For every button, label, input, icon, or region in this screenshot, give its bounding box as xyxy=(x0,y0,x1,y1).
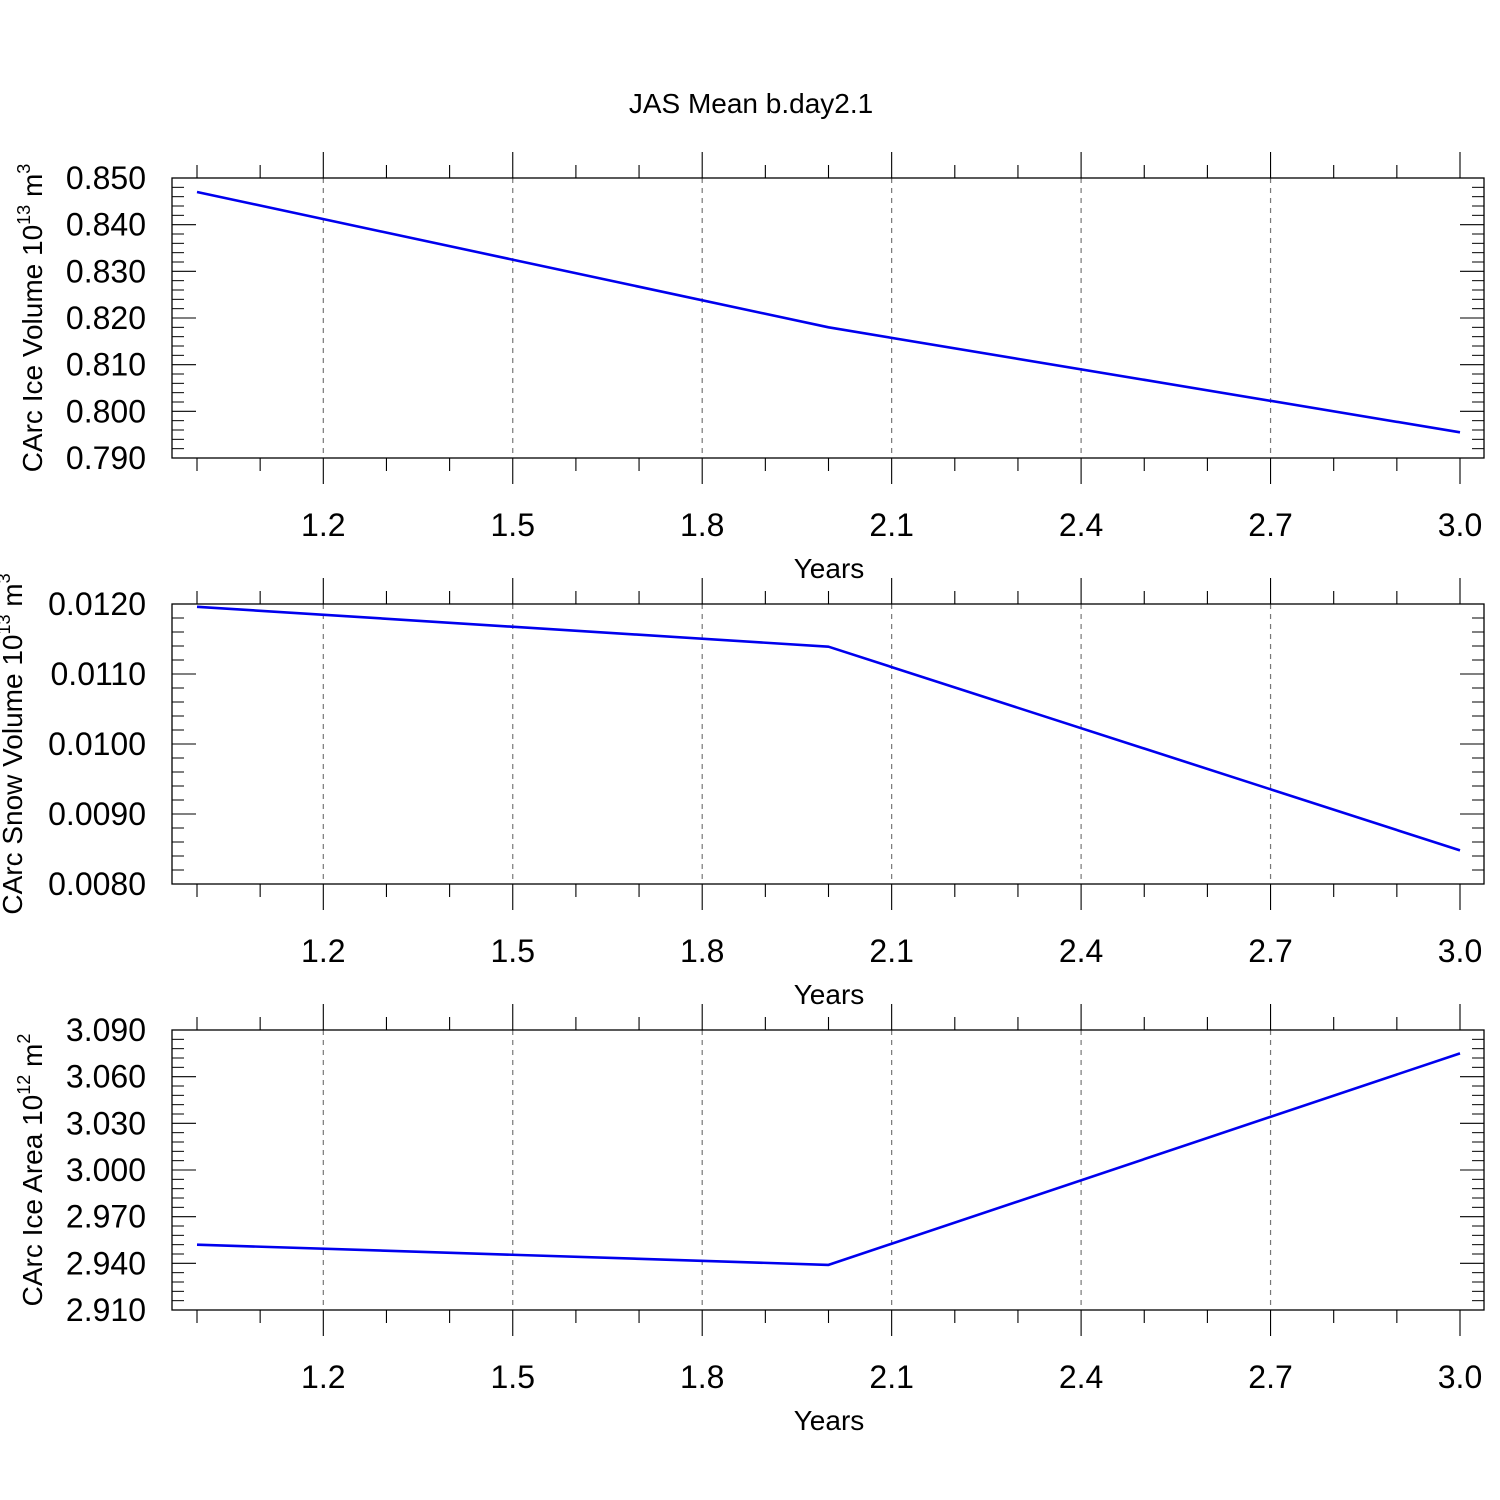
y-axis-label: CArc Snow Volume 1013 m3 xyxy=(0,573,28,914)
x-tick-label: 2.7 xyxy=(1248,507,1292,543)
x-tick-label: 2.1 xyxy=(869,507,913,543)
x-tick-label: 3.0 xyxy=(1438,933,1482,969)
plot-frame xyxy=(171,1029,1485,1311)
plot-frame xyxy=(171,177,1485,459)
x-tick-label: 1.8 xyxy=(680,933,724,969)
chart-panel-1: 0.790 0.800 0.810 0.820 0.830 0.840 0.850 1.2 1.… xyxy=(14,152,1485,584)
x-tick-label: 2.4 xyxy=(1059,1359,1103,1395)
y-tick-label: 0.0110 xyxy=(51,656,147,692)
y-tick-label: 0.820 xyxy=(66,300,146,336)
y-tick-label: 0.790 xyxy=(66,440,146,476)
series-line-1 xyxy=(196,605,1461,852)
y-tick-label: 0.0120 xyxy=(48,586,146,622)
x-tick-label: 1.5 xyxy=(491,1359,535,1395)
chart-panels: 0.790 0.800 0.810 0.820 0.830 0.840 0.850 1.2 1.… xyxy=(0,152,1485,1436)
x-tick-label: 1.8 xyxy=(680,507,724,543)
x-tick-label: 2.1 xyxy=(869,1359,913,1395)
y-tick-label: 3.060 xyxy=(66,1059,146,1095)
x-axis-label: Years xyxy=(794,1405,865,1436)
x-tick-label: 1.5 xyxy=(491,933,535,969)
x-tick-label: 1.2 xyxy=(301,933,345,969)
chart-panel-3: 2.910 2.940 2.970 3.000 3.030 3.060 3.090 1.2 1.… xyxy=(14,1004,1485,1436)
series-line-1 xyxy=(196,1052,1461,1267)
x-tick-label: 2.4 xyxy=(1059,933,1103,969)
y-axis-label: CArc Ice Area 1012 m2 xyxy=(14,1034,48,1307)
x-axis-label: Years xyxy=(794,553,865,584)
chart-panel-2: 0.0080 0.0090 0.0100 0.0110 0.0120 1.2 1.5 1.8 2… xyxy=(0,573,1485,1010)
x-axis-label: Years xyxy=(794,979,865,1010)
x-tick-label: 2.7 xyxy=(1248,1359,1292,1395)
y-tick-label: 3.030 xyxy=(66,1105,146,1141)
y-tick-label: 0.0090 xyxy=(48,796,146,832)
x-tick-label: 1.5 xyxy=(491,507,535,543)
y-tick-label: 0.0080 xyxy=(48,866,146,902)
x-tick-label: 2.1 xyxy=(869,933,913,969)
y-tick-label: 0.850 xyxy=(66,160,146,196)
y-axis-label: CArc Ice Volume 1013 m3 xyxy=(14,164,48,473)
y-tick-label: 0.800 xyxy=(66,393,146,429)
y-tick-label: 3.090 xyxy=(66,1012,146,1048)
x-tick-label: 1.8 xyxy=(680,1359,724,1395)
x-tick-label: 3.0 xyxy=(1438,507,1482,543)
y-tick-label: 2.940 xyxy=(66,1245,146,1281)
chart-title: JAS Mean b.day2.1 xyxy=(629,88,873,119)
x-tick-label: 2.4 xyxy=(1059,507,1103,543)
y-tick-label: 2.910 xyxy=(66,1292,146,1328)
x-tick-label: 2.7 xyxy=(1248,933,1292,969)
y-tick-label: 2.970 xyxy=(66,1199,146,1235)
y-tick-label: 0.840 xyxy=(66,207,146,243)
x-tick-label: 3.0 xyxy=(1438,1359,1482,1395)
series-line-1 xyxy=(196,190,1461,434)
y-tick-label: 3.000 xyxy=(66,1152,146,1188)
x-tick-label: 1.2 xyxy=(301,507,345,543)
y-tick-label: 0.0100 xyxy=(48,726,146,762)
y-tick-label: 0.830 xyxy=(66,253,146,289)
y-tick-label: 0.810 xyxy=(66,347,146,383)
x-tick-label: 1.2 xyxy=(301,1359,345,1395)
